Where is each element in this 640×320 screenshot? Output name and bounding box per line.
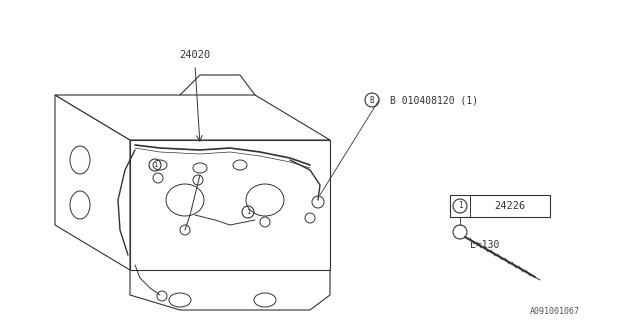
Text: 24226: 24226 <box>494 201 525 211</box>
Text: 24020: 24020 <box>179 50 211 60</box>
Text: L=130: L=130 <box>470 240 499 250</box>
Polygon shape <box>55 95 330 140</box>
Text: 1: 1 <box>153 162 157 168</box>
Text: B 010408120 (1): B 010408120 (1) <box>390 95 478 105</box>
Text: B: B <box>370 95 374 105</box>
Text: A091001067: A091001067 <box>530 308 580 316</box>
Text: 1: 1 <box>246 209 250 215</box>
Polygon shape <box>130 140 330 270</box>
Polygon shape <box>55 95 130 270</box>
Text: 1: 1 <box>458 202 462 211</box>
Bar <box>450 195 550 217</box>
